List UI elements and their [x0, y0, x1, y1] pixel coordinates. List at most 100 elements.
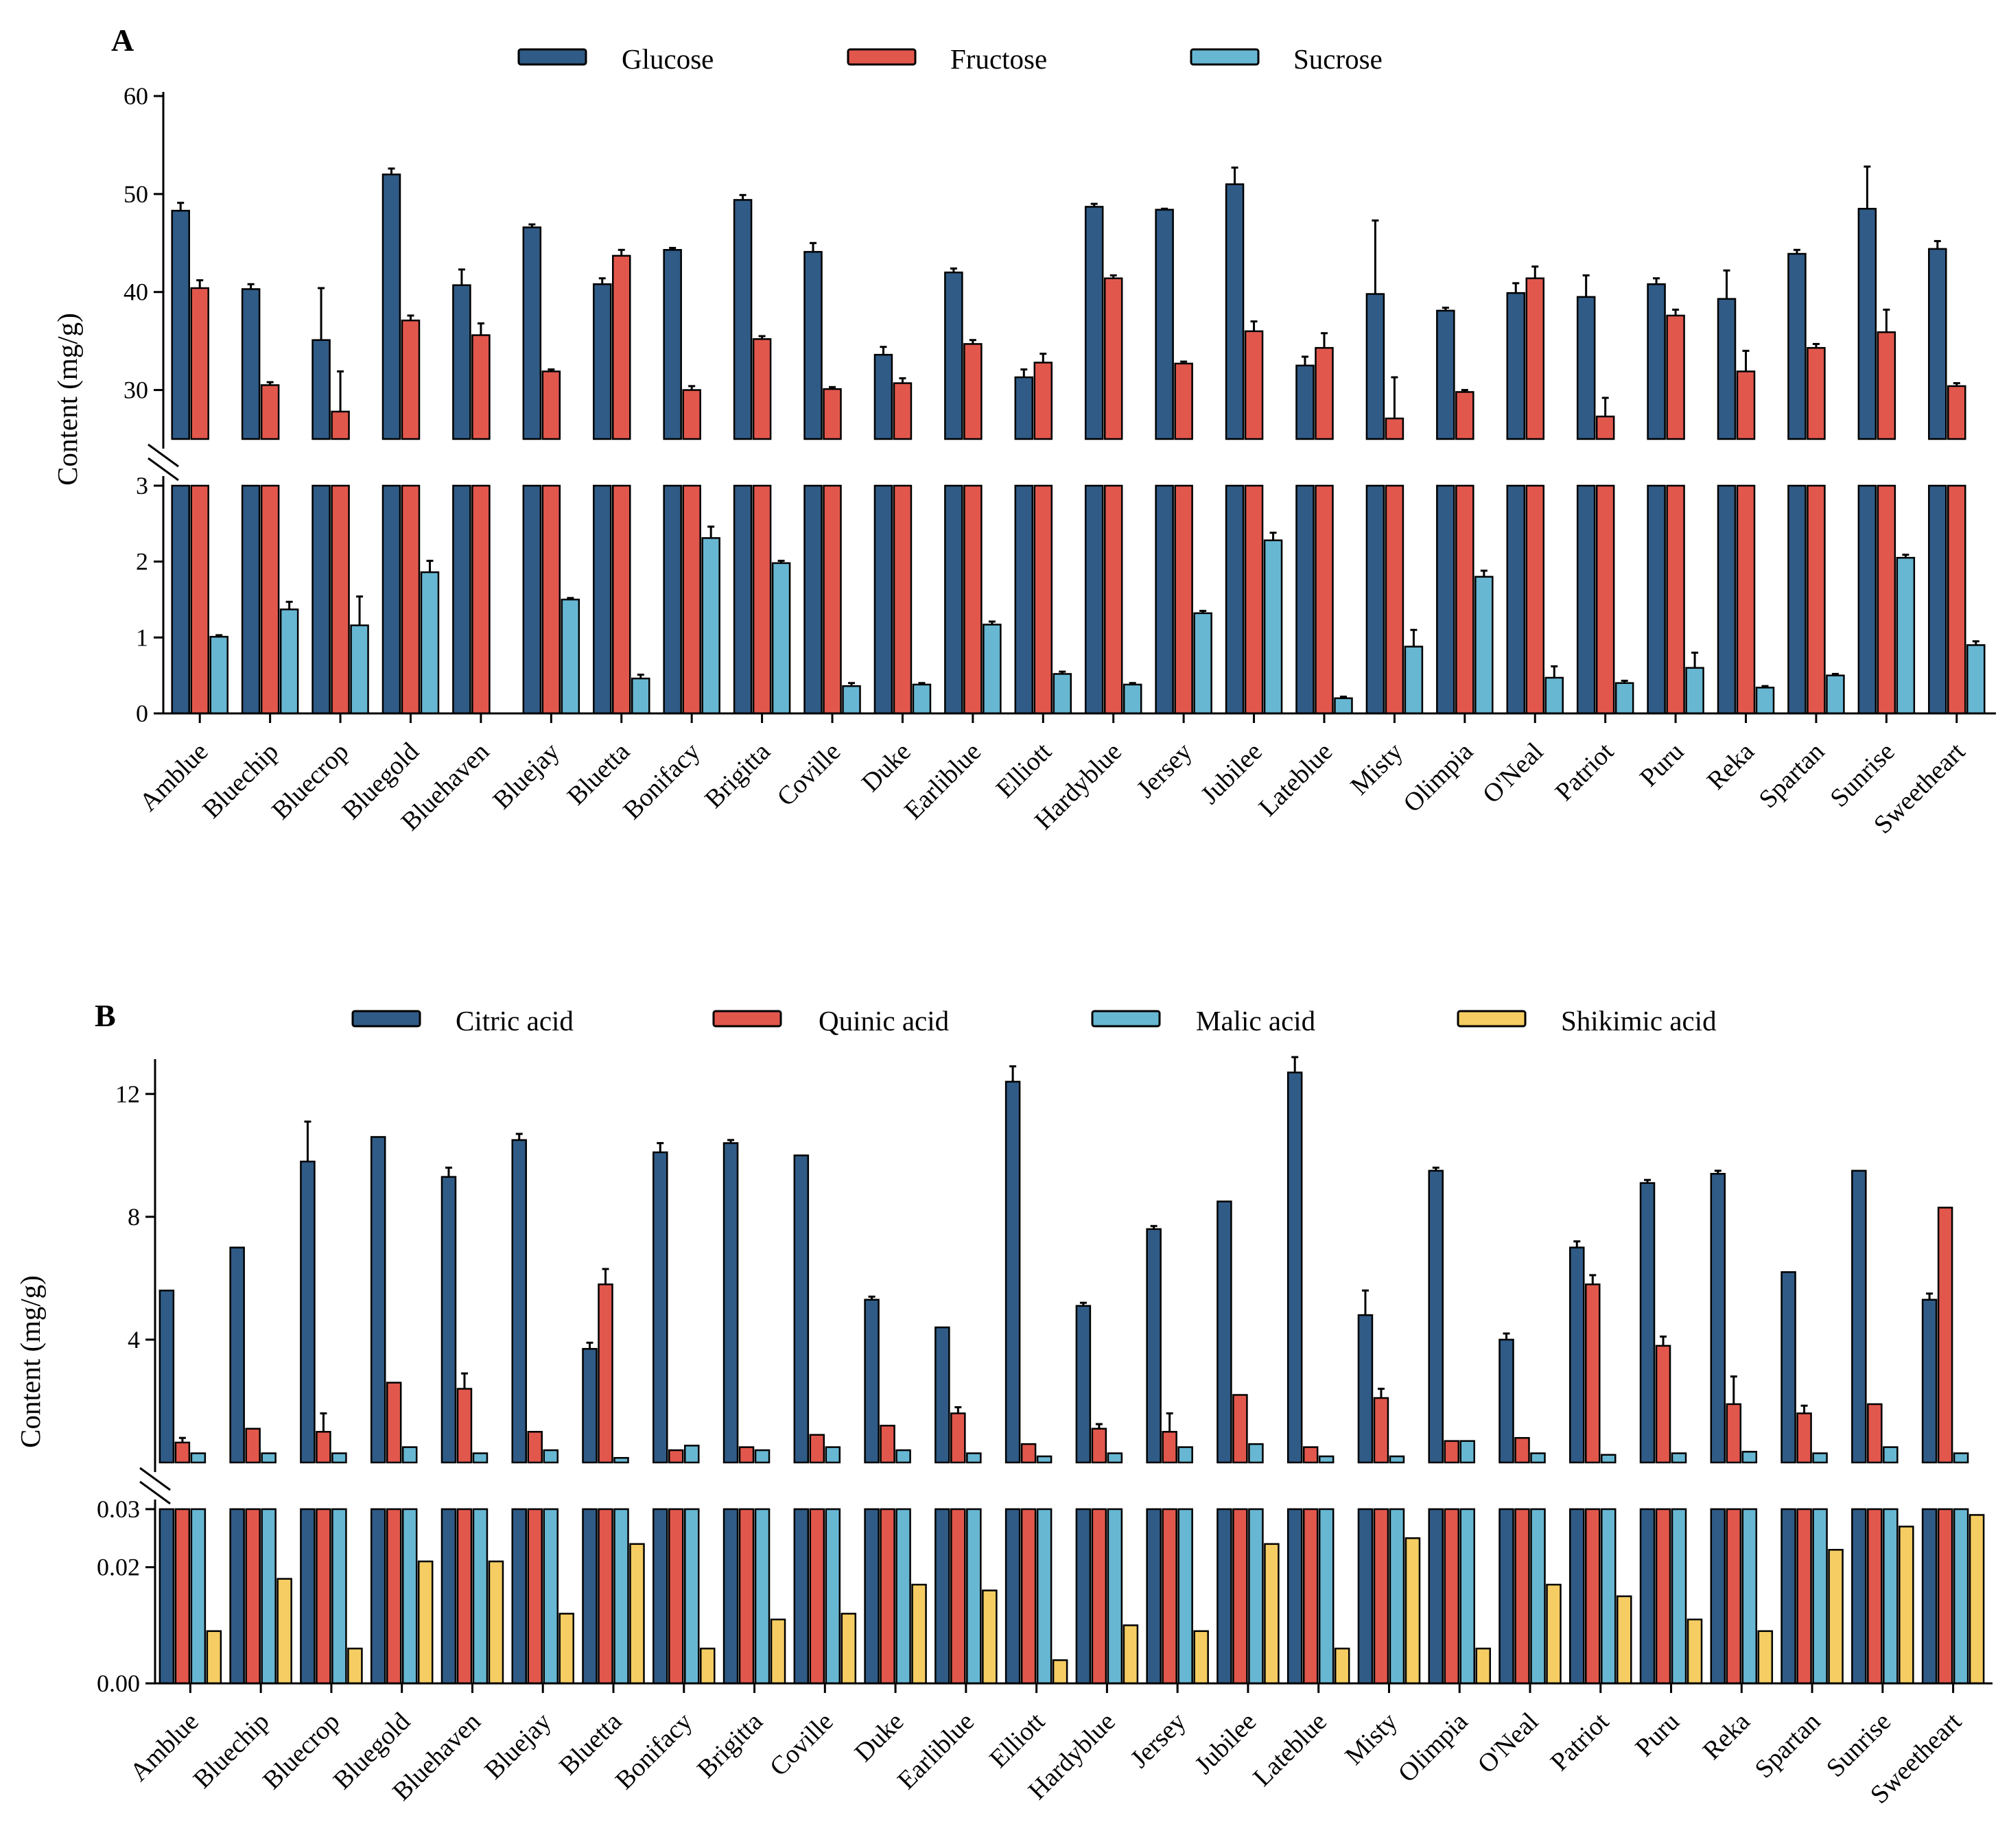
malic-acid-bar-lateblue [1318, 1455, 1335, 1464]
citric-acid-bar-bonifacy-lower [653, 1508, 668, 1685]
legend-swatch-glucose [517, 48, 587, 66]
citric-acid-bar-bluecrop-lower [300, 1508, 316, 1685]
glucose-bar-earliblue [944, 271, 963, 440]
legend-swatch-quinic-acid [712, 1010, 782, 1028]
shikimic-acid-bar-elliott [1052, 1659, 1068, 1685]
fructose-bar-bonifacy-lower [682, 484, 701, 715]
malic-acid-bar-olimpia-lower [1459, 1508, 1475, 1685]
shikimic-acid-bar-patriot [1617, 1595, 1632, 1685]
sucrose-bar-bluejay [561, 598, 580, 715]
glucose-bar-duke-lower [873, 484, 893, 715]
fructose-bar-patriot-lower [1595, 484, 1615, 715]
fructose-bar-earliblue [963, 343, 983, 440]
panel-b-y-axis-label: Content (mg/g) [14, 1275, 46, 1448]
citric-acid-bar-coville [793, 1154, 810, 1464]
quinic-acid-bar-bluechip [245, 1428, 261, 1464]
x-category-label-coville: Coville [764, 1707, 839, 1782]
glucose-bar-lateblue [1295, 364, 1315, 440]
legend-label-quinic-acid: Quinic acid [819, 1005, 949, 1036]
fructose-bar-bluehaven [471, 334, 491, 440]
glucose-bar-coville [803, 250, 823, 440]
axis-break-mark-upper [139, 1467, 171, 1491]
quinic-acid-bar-bluecrop-lower [316, 1508, 331, 1685]
quinic-acid-bar-bonifacy-lower [668, 1508, 684, 1685]
x-category-label-jersey: Jersey [1125, 1707, 1192, 1774]
fructose-bar-olimpia-lower [1455, 484, 1474, 715]
malic-acid-bar-puru-lower [1671, 1508, 1687, 1685]
citric-acid-bar-spartan [1780, 1271, 1796, 1464]
y-tick-label-lower-0-03: 0.03 [97, 1495, 140, 1523]
sucrose-bar-brigitta [771, 562, 791, 715]
quinic-acid-bar-patriot [1585, 1283, 1601, 1464]
sucrose-bar-amblue [209, 635, 228, 715]
quinic-acid-bar-bluecrop [316, 1430, 331, 1464]
quinic-acid-bar-earliblue-lower [950, 1508, 966, 1685]
citric-acid-bar-misty [1357, 1314, 1374, 1464]
shikimic-acid-bar-puru [1686, 1618, 1703, 1685]
fructose-bar-misty [1385, 417, 1405, 440]
glucose-bar-jubilee-lower [1225, 484, 1245, 715]
y-tick-label-lower-1: 1 [136, 624, 148, 651]
quinic-acid-bar-spartan [1796, 1412, 1812, 1464]
malic-acid-bar-reka [1741, 1451, 1758, 1464]
quinic-acid-bar-reka-lower [1726, 1508, 1742, 1685]
x-category-label-earliblue: Earliblue [899, 737, 987, 825]
citric-acid-bar-bluechip [229, 1246, 245, 1464]
malic-acid-bar-sweetheart-lower [1953, 1508, 1969, 1685]
fructose-bar-amblue-lower [190, 484, 209, 715]
malic-acid-bar-bonifacy [684, 1445, 700, 1464]
glucose-bar-bluehaven [452, 284, 471, 440]
quinic-acid-bar-brigitta [738, 1446, 755, 1464]
quinic-acid-bar-olimpia-lower [1444, 1508, 1459, 1685]
quinic-acid-bar-hardyblue-lower [1091, 1508, 1107, 1685]
glucose-bar-bluejay-lower [522, 484, 542, 715]
x-category-label-bonifacy: Bonifacy [610, 1707, 698, 1795]
fructose-bar-bluejay-lower [541, 484, 561, 715]
shikimic-acid-bar-misty [1405, 1537, 1421, 1685]
panel-a-letter: A [111, 23, 134, 58]
sucrose-bar-misty [1404, 645, 1424, 715]
citric-acid-bar-sweetheart [1921, 1299, 1938, 1464]
fructose-bar-o-neal-lower [1525, 484, 1544, 715]
shikimic-acid-bar-brigitta [770, 1618, 786, 1685]
fructose-bar-sunrise [1877, 331, 1896, 440]
glucose-bar-duke [873, 353, 893, 440]
fructose-bar-bluegold-lower [401, 484, 421, 715]
legend-label-sucrose: Sucrose [1293, 43, 1383, 75]
fructose-bar-spartan-lower [1807, 484, 1826, 715]
glucose-bar-reka-lower [1717, 484, 1737, 715]
y-tick-label-lower-0: 0 [136, 700, 148, 727]
fructose-bar-brigitta-lower [752, 484, 772, 715]
glucose-bar-jersey [1155, 209, 1174, 440]
shikimic-acid-bar-o-neal [1546, 1583, 1562, 1685]
quinic-acid-bar-coville [809, 1434, 825, 1464]
malic-acid-bar-bluegold [401, 1446, 418, 1464]
malic-acid-bar-bluechip [261, 1452, 277, 1464]
malic-acid-bar-lateblue-lower [1318, 1508, 1335, 1685]
citric-acid-bar-hardyblue [1075, 1305, 1092, 1464]
malic-acid-bar-hardyblue-lower [1107, 1508, 1123, 1685]
glucose-bar-bluecrop [312, 339, 331, 440]
shikimic-acid-bar-sweetheart [1968, 1514, 1985, 1685]
fructose-bar-sweetheart-lower [1947, 484, 1966, 715]
axis-break-mark-upper [148, 443, 179, 468]
malic-acid-bar-elliott-lower [1036, 1508, 1053, 1685]
panel-b-plot: 48120.000.020.03AmblueBluechipBluecropBl… [97, 1056, 1993, 1810]
x-category-label-spartan: Spartan [1754, 737, 1831, 814]
fructose-bar-bluechip [260, 384, 280, 440]
quinic-acid-bar-sweetheart-lower [1937, 1508, 1953, 1685]
shikimic-acid-bar-bluecrop [347, 1647, 363, 1685]
citric-acid-bar-bluejay [511, 1139, 527, 1464]
glucose-bar-jubilee [1225, 183, 1245, 440]
malic-acid-bar-bluetta [613, 1457, 629, 1464]
quinic-acid-bar-bluegold-lower [386, 1508, 402, 1685]
malic-acid-bar-misty [1389, 1455, 1405, 1464]
malic-acid-bar-duke [895, 1449, 911, 1464]
fructose-bar-sweetheart [1947, 385, 1966, 440]
x-category-label-spartan: Spartan [1750, 1707, 1826, 1784]
x-category-label-coville: Coville [772, 737, 847, 812]
citric-acid-bar-jubilee [1217, 1200, 1232, 1464]
shikimic-acid-bar-coville [841, 1613, 857, 1685]
fructose-bar-duke-lower [893, 484, 913, 715]
